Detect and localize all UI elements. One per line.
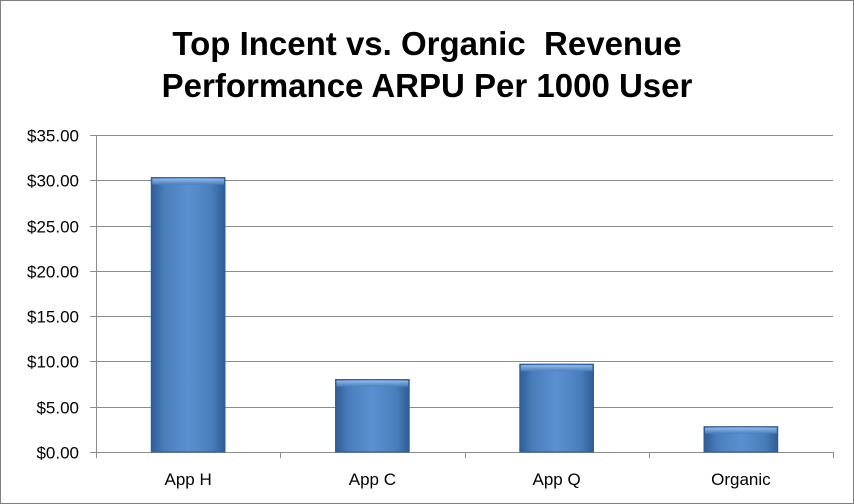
bar [519, 363, 594, 453]
y-tick-label: $30.00 [27, 172, 79, 191]
y-tick-label: $15.00 [27, 308, 79, 327]
bar [335, 379, 410, 453]
x-tick-label: App C [349, 470, 396, 489]
y-tick-label: $5.00 [36, 399, 79, 418]
bar-highlight [336, 380, 409, 387]
label-layer: $0.00 $5.00 $10.00 $15.00 $20.00 $25.00 $30.00… [27, 127, 771, 490]
x-tick-label: App Q [533, 470, 581, 489]
x-tick-label: Organic [711, 470, 771, 489]
bar-highlight [705, 427, 777, 434]
x-tick-label: App H [165, 470, 212, 489]
y-tick-label: $10.00 [27, 353, 79, 372]
y-tick-label: $20.00 [27, 263, 79, 282]
y-tick-label: $25.00 [27, 218, 79, 237]
chart-title-line-1: Top Incent vs. Organic Revenue [172, 25, 682, 62]
bar [150, 177, 226, 453]
y-tick-label: $0.00 [36, 444, 79, 463]
y-tick-label: $35.00 [27, 127, 79, 146]
bar-highlight [520, 365, 593, 372]
bar-layer [150, 177, 779, 453]
chart-title-line-2: Performance ARPU Per 1000 User [161, 67, 693, 104]
chart-title: Top Incent vs. Organic Revenue Performan… [1, 23, 853, 107]
bar-highlight [152, 178, 224, 185]
